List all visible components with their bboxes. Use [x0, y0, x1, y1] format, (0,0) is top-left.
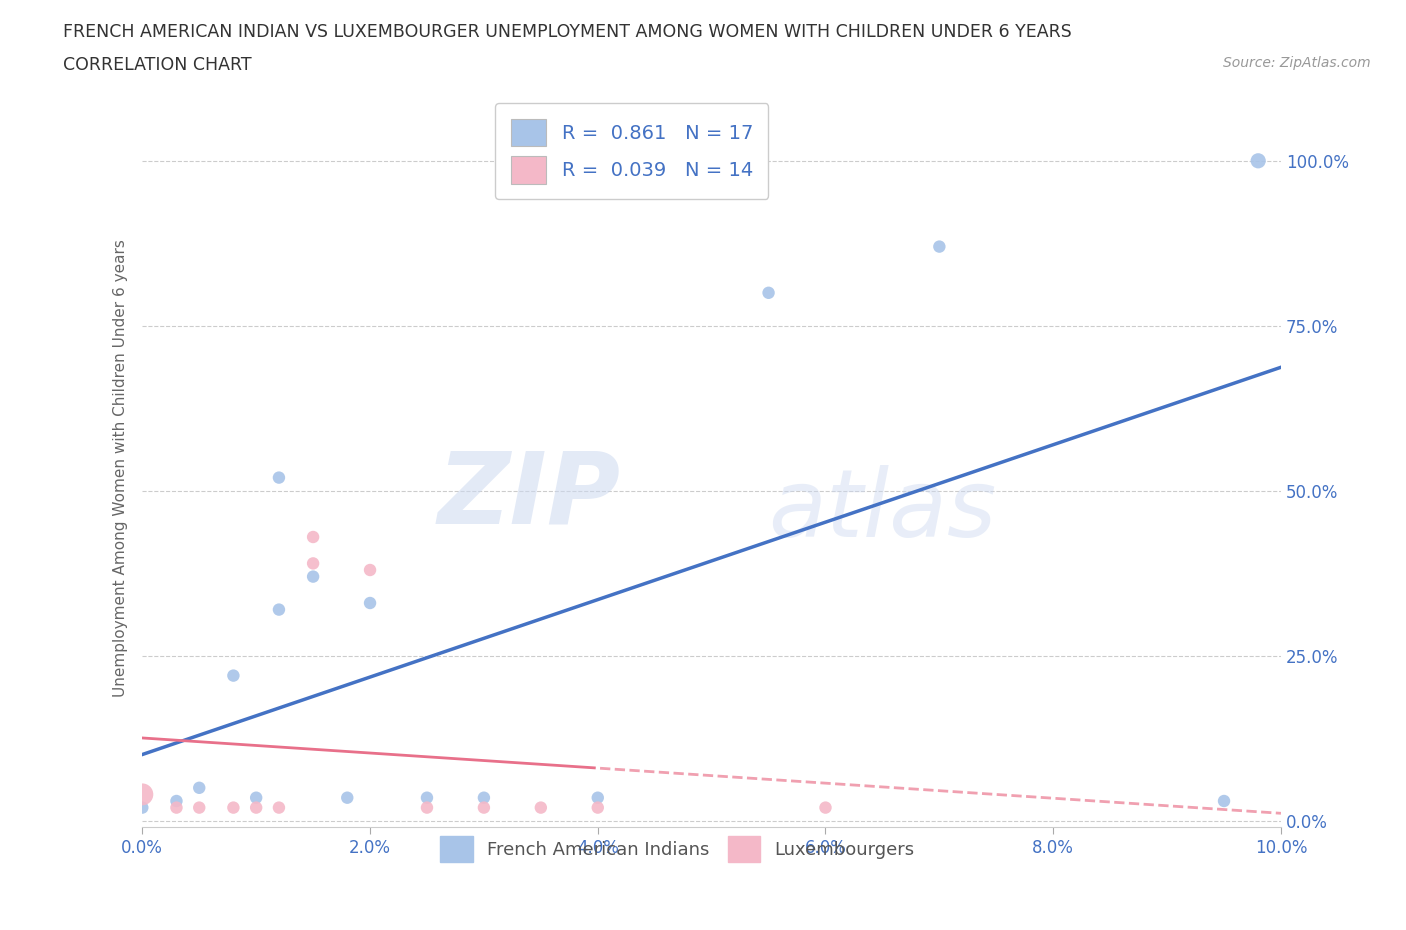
Point: [530, 800, 553, 815]
Point: [245, 790, 267, 805]
Point: [166, 793, 188, 808]
Point: [586, 790, 609, 805]
Text: ZIP: ZIP: [437, 448, 620, 545]
Point: [302, 556, 325, 571]
Legend: French American Indians, Luxembourgers: French American Indians, Luxembourgers: [433, 829, 922, 869]
Text: Source: ZipAtlas.com: Source: ZipAtlas.com: [1223, 56, 1371, 70]
Point: [188, 800, 211, 815]
Point: [131, 787, 153, 802]
Point: [267, 471, 290, 485]
Text: CORRELATION CHART: CORRELATION CHART: [63, 56, 252, 73]
Y-axis label: Unemployment Among Women with Children Under 6 years: Unemployment Among Women with Children U…: [114, 239, 128, 697]
Point: [267, 602, 290, 617]
Point: [472, 800, 495, 815]
Text: FRENCH AMERICAN INDIAN VS LUXEMBOURGER UNEMPLOYMENT AMONG WOMEN WITH CHILDREN UN: FRENCH AMERICAN INDIAN VS LUXEMBOURGER U…: [63, 23, 1071, 41]
Point: [416, 800, 439, 815]
Text: atlas: atlas: [769, 465, 997, 556]
Point: [267, 800, 290, 815]
Point: [245, 800, 267, 815]
Point: [1213, 793, 1236, 808]
Point: [586, 800, 609, 815]
Point: [131, 800, 153, 815]
Point: [359, 563, 381, 578]
Point: [758, 286, 780, 300]
Point: [222, 800, 245, 815]
Point: [472, 790, 495, 805]
Point: [166, 800, 188, 815]
Point: [1247, 153, 1270, 168]
Point: [188, 780, 211, 795]
Point: [359, 595, 381, 610]
Point: [302, 529, 325, 544]
Point: [302, 569, 325, 584]
Point: [222, 668, 245, 683]
Point: [928, 239, 950, 254]
Point: [336, 790, 359, 805]
Point: [814, 800, 837, 815]
Point: [416, 790, 439, 805]
